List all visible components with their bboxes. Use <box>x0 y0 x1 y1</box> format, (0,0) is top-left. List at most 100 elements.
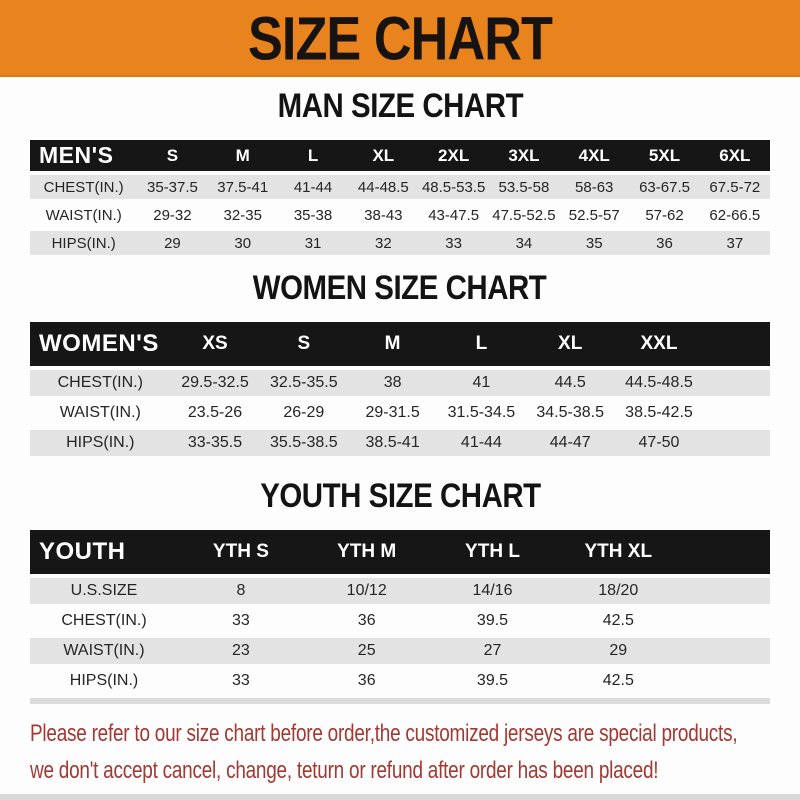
column-header: M <box>207 140 278 171</box>
size-cell: 37 <box>699 231 770 255</box>
size-cell: 36 <box>629 231 700 255</box>
section-heading-women: WOMEN SIZE CHART <box>0 268 800 307</box>
row-label: CHEST(IN.) <box>30 370 171 396</box>
banner-title: SIZE CHART <box>248 2 553 73</box>
row-spacer-cell <box>703 370 770 396</box>
size-cell: 33 <box>418 231 489 255</box>
size-cell: 62-66.5 <box>699 203 770 227</box>
size-cell: 41-44 <box>436 430 526 456</box>
size-cell: 26-29 <box>259 400 349 426</box>
size-cell: 38-43 <box>348 203 419 227</box>
size-cell: 29-32 <box>137 203 208 227</box>
size-cell: 44-48.5 <box>348 175 419 199</box>
size-cell: 23.5-26 <box>170 400 260 426</box>
table-row: CHEST(IN.) 29.5-32.5 32.5-35.5 38 41 44.5 44.5… <box>30 370 770 396</box>
section-heading-youth: YOUTH SIZE CHART <box>0 475 800 515</box>
header-spacer-cell <box>681 530 770 574</box>
footer-note: Please refer to our size chart before or… <box>30 717 800 791</box>
table-row: WAIST(IN.) 29-32 32-35 35-38 38-43 43-47.5 47.… <box>30 203 770 227</box>
size-cell: 33 <box>178 668 304 694</box>
size-cell: 32.5-35.5 <box>259 370 349 396</box>
row-label: WAIST(IN.) <box>30 400 171 426</box>
size-cell: 10/12 <box>303 578 430 604</box>
row-spacer-cell <box>703 400 770 426</box>
size-cell: 52.5-57 <box>559 203 630 227</box>
size-cell: 36 <box>303 608 430 634</box>
man-size-chart-title: MAN SIZE CHART <box>277 85 523 125</box>
column-header: XS <box>170 322 260 366</box>
column-header: YTH S <box>178 530 304 574</box>
size-cell: 44-47 <box>525 430 615 456</box>
size-cell: 42.5 <box>555 608 682 634</box>
size-cell: 53.5-58 <box>488 175 560 199</box>
size-cell: 38.5-42.5 <box>614 400 704 426</box>
size-cell: 18/20 <box>555 578 682 604</box>
row-label: WAIST(IN.) <box>30 638 178 664</box>
size-cell: 29 <box>137 231 208 255</box>
column-header: 2XL <box>418 140 489 171</box>
women-size-table: WOMEN'S XS S M L XL XXL CHEST(IN.) 29.5-32.5 32.5… <box>30 318 770 460</box>
row-label: HIPS(IN.) <box>30 231 138 255</box>
size-cell: 47-50 <box>614 430 704 456</box>
size-cell: 38 <box>348 370 437 396</box>
table-corner-label: WOMEN'S <box>30 322 171 366</box>
column-header: XXL <box>614 322 704 366</box>
size-cell: 42.5 <box>555 668 682 694</box>
youth-size-chart-title: YOUTH SIZE CHART <box>259 475 541 515</box>
table-row: CHEST(IN.) 33 36 39.5 42.5 <box>30 608 770 634</box>
size-cell: 29 <box>555 638 682 664</box>
table-header-row: WOMEN'S XS S M L XL XXL <box>30 322 770 366</box>
page-bottom-edge <box>0 794 800 800</box>
youth-table-bottom-edge <box>30 698 770 704</box>
men-size-table: MEN'S S M L XL 2XL 3XL 4XL 5XL 6XL CHEST(IN.) 35-37… <box>30 136 770 259</box>
column-header: 4XL <box>559 140 630 171</box>
size-cell: 23 <box>178 638 304 664</box>
size-cell: 47.5-52.5 <box>488 203 560 227</box>
column-header: 5XL <box>629 140 700 171</box>
youth-size-table: YOUTH YTH S YTH M YTH L YTH XL U.S.SIZE 8 10/12… <box>30 526 770 698</box>
row-spacer-cell <box>681 638 770 664</box>
size-cell: 29-31.5 <box>348 400 437 426</box>
size-cell: 41-44 <box>277 175 349 199</box>
size-cell: 35 <box>559 231 630 255</box>
table-header-row: MEN'S S M L XL 2XL 3XL 4XL 5XL 6XL <box>30 140 770 171</box>
column-header: M <box>348 322 437 366</box>
table-row: WAIST(IN.) 23 25 27 29 <box>30 638 770 664</box>
table-row: HIPS(IN.) 29 30 31 32 33 34 35 36 37 <box>30 231 770 255</box>
row-spacer-cell <box>681 668 770 694</box>
size-cell: 38.5-41 <box>348 430 437 456</box>
column-header: YTH XL <box>555 530 682 574</box>
row-label: CHEST(IN.) <box>30 175 138 199</box>
table-row: WAIST(IN.) 23.5-26 26-29 29-31.5 31.5-34.5 34… <box>30 400 770 426</box>
size-cell: 37.5-41 <box>207 175 278 199</box>
column-header: YTH M <box>303 530 430 574</box>
size-cell: 34.5-38.5 <box>525 400 615 426</box>
size-cell: 34 <box>488 231 560 255</box>
row-spacer-cell <box>681 578 770 604</box>
size-cell: 57-62 <box>629 203 700 227</box>
table-corner-label: YOUTH <box>30 530 178 574</box>
row-label: HIPS(IN.) <box>30 430 171 456</box>
row-label: HIPS(IN.) <box>30 668 178 694</box>
column-header: YTH L <box>429 530 556 574</box>
size-cell: 25 <box>303 638 430 664</box>
column-header: XL <box>348 140 419 171</box>
size-cell: 39.5 <box>429 608 556 634</box>
row-spacer-cell <box>703 430 770 456</box>
size-cell: 31.5-34.5 <box>436 400 526 426</box>
size-cell: 58-63 <box>559 175 630 199</box>
table-header-row: YOUTH YTH S YTH M YTH L YTH XL <box>30 530 770 574</box>
table-row: HIPS(IN.) 33 36 39.5 42.5 <box>30 668 770 694</box>
section-heading-man: MAN SIZE CHART <box>0 85 800 125</box>
row-label: WAIST(IN.) <box>30 203 138 227</box>
header-spacer-cell <box>703 322 770 366</box>
size-cell: 27 <box>429 638 556 664</box>
size-cell: 32 <box>348 231 419 255</box>
row-label: CHEST(IN.) <box>30 608 178 634</box>
table-row: HIPS(IN.) 33-35.5 35.5-38.5 38.5-41 41-44 44-… <box>30 430 770 456</box>
footer-note-line-1: Please refer to our size chart before or… <box>30 720 738 747</box>
size-cell: 41 <box>436 370 526 396</box>
size-cell: 44.5-48.5 <box>614 370 704 396</box>
table-corner-label: MEN'S <box>30 140 138 171</box>
table-row: CHEST(IN.) 35-37.5 37.5-41 41-44 44-48.5 48.5… <box>30 175 770 199</box>
